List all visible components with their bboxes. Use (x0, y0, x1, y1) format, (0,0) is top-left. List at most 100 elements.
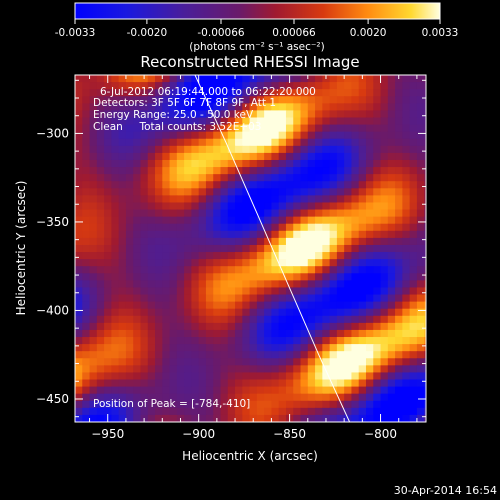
heatmap-cell (322, 344, 331, 352)
heatmap-cell (235, 103, 243, 112)
heatmap-cell (293, 358, 302, 366)
heatmap-cell (198, 337, 207, 345)
heatmap-cell (373, 75, 382, 83)
heatmap-cell (336, 252, 345, 260)
heatmap-cell (424, 89, 426, 97)
heatmap-cell (89, 407, 98, 416)
heatmap-cell (271, 337, 280, 345)
heatmap-cell (416, 322, 425, 331)
heatmap-cell (344, 294, 353, 303)
heatmap-cell (242, 152, 251, 161)
heatmap-cell (322, 337, 331, 345)
heatmap-cell (82, 244, 91, 253)
heatmap-cell (220, 188, 229, 196)
heatmap-cell (198, 414, 207, 422)
heatmap-cell (125, 181, 134, 189)
heatmap-cell (184, 117, 192, 126)
heatmap-cell (118, 230, 127, 239)
heatmap-cell (227, 216, 236, 225)
heatmap-cell (191, 237, 200, 246)
heatmap-cell (285, 400, 294, 409)
heatmap-cell (155, 379, 163, 388)
heatmap-cell (329, 167, 338, 175)
heatmap-cell (227, 329, 236, 338)
heatmap-cell (293, 372, 302, 381)
heatmap-cell (96, 216, 105, 225)
heatmap-cell (329, 273, 338, 281)
heatmap-cell (365, 96, 374, 104)
heatmap-cell (205, 223, 214, 232)
heatmap-cell (104, 259, 112, 267)
heatmap-cell (176, 202, 185, 211)
heatmap-cell (111, 103, 120, 112)
heatmap-cell (307, 273, 316, 281)
heatmap-cell (220, 259, 229, 267)
heatmap-cell (111, 110, 120, 119)
heatmap-cell (380, 365, 389, 374)
heatmap-cell (125, 372, 134, 381)
heatmap-cell (315, 407, 323, 416)
heatmap-cell (213, 110, 222, 119)
heatmap-cell (75, 244, 83, 253)
heatmap-cell (227, 280, 236, 289)
heatmap-cell (315, 337, 323, 345)
heatmap-cell (344, 407, 353, 416)
heatmap-cell (242, 301, 251, 310)
heatmap-cell (336, 152, 345, 161)
heatmap-cell (213, 237, 222, 246)
heatmap-cell (82, 365, 91, 374)
heatmap-cell (220, 365, 229, 374)
heatmap-cell (380, 329, 389, 338)
heatmap-cell (205, 181, 214, 189)
heatmap-cell (147, 329, 156, 338)
heatmap-cell (351, 379, 360, 388)
heatmap-cell (380, 294, 389, 303)
heatmap-cell (147, 372, 156, 381)
heatmap-cell (380, 266, 389, 274)
heatmap-cell (147, 386, 156, 395)
heatmap-cell (315, 216, 323, 225)
heatmap-cell (351, 96, 360, 104)
heatmap-cell (104, 337, 112, 345)
heatmap-cell (242, 273, 251, 281)
heatmap-cell (104, 266, 112, 274)
heatmap-cell (365, 124, 374, 133)
heatmap-cell (395, 393, 403, 402)
heatmap-cell (315, 195, 323, 204)
heatmap-cell (307, 152, 316, 161)
heatmap-cell (140, 379, 149, 388)
heatmap-cell (373, 209, 382, 218)
heatmap-cell (336, 188, 345, 196)
heatmap-cell (373, 138, 382, 147)
heatmap-cell (249, 393, 258, 402)
heatmap-cell (82, 82, 91, 90)
heatmap-cell (271, 103, 280, 112)
heatmap-cell (264, 138, 273, 147)
heatmap-cell (278, 322, 287, 331)
heatmap-cell (351, 315, 360, 324)
heatmap-cell (358, 117, 367, 126)
heatmap-cell (264, 152, 273, 161)
heatmap-cell (147, 337, 156, 345)
heatmap-cell (402, 386, 411, 395)
heatmap-cell (162, 358, 171, 366)
heatmap-cell (307, 358, 316, 366)
heatmap-cell (307, 379, 316, 388)
heatmap-cell (409, 414, 418, 422)
heatmap-cell (75, 152, 83, 161)
heatmap-cell (278, 337, 287, 345)
heatmap-cell (75, 131, 83, 140)
heatmap-cell (227, 407, 236, 416)
heatmap-cell (380, 138, 389, 147)
heatmap-cell (315, 131, 323, 140)
heatmap-cell (358, 344, 367, 352)
heatmap-cell (235, 273, 243, 281)
heatmap-cell (424, 294, 426, 303)
colorbar-ticks: -0.0033 -0.0020 -0.00066 0.00066 0.0020 0.003… (55, 19, 458, 39)
heatmap-cell (242, 89, 251, 97)
heatmap-cell (96, 372, 105, 381)
heatmap-cell (111, 315, 120, 324)
heatmap-cell (278, 266, 287, 274)
heatmap-cell (271, 216, 280, 225)
heatmap-cell (293, 294, 302, 303)
